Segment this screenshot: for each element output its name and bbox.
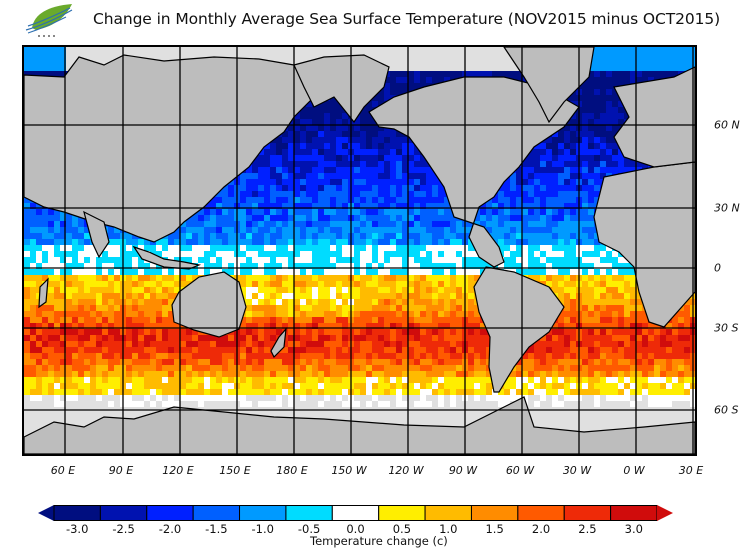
green-leaf-logo-icon: [22, 2, 74, 42]
colorbar-tick-label: -1.5: [205, 522, 228, 536]
colorbar-segment: [285, 505, 333, 521]
colorbar: [38, 505, 673, 521]
colorbar-segment: [146, 505, 194, 521]
colorbar-tick-label: 1.5: [485, 522, 504, 536]
landmass-madagascar: [38, 277, 49, 309]
lon-label: 90 E: [108, 464, 134, 477]
colorbar-segment: [192, 505, 241, 521]
lat-label: 60 S: [714, 403, 739, 417]
lat-label: 30 S: [714, 321, 739, 335]
colorbar-tick-label: -2.0: [158, 522, 182, 536]
lon-label: 150 E: [219, 464, 251, 477]
colorbar-tick-label: 3.0: [624, 522, 643, 536]
map-canvas: [24, 47, 695, 454]
colorbar-segment: [517, 505, 565, 521]
lon-label: 60 W: [505, 464, 535, 477]
colorbar-tick-label: -2.5: [112, 522, 135, 536]
landmass-australia: [171, 271, 247, 338]
colorbar-tick-label: -3.0: [65, 522, 89, 536]
lon-label: 60 E: [50, 464, 76, 477]
lon-label: 30 W: [562, 464, 592, 477]
colorbar-tick-label: 1.0: [439, 522, 458, 536]
lat-label: 30 N: [714, 201, 740, 215]
lon-label: 120 E: [162, 464, 194, 477]
lon-label: 150 W: [331, 464, 367, 477]
colorbar-tick-label: -0.5: [297, 522, 321, 536]
lat-label: 0: [714, 261, 721, 275]
map-title: Change in Monthly Average Sea Surface Te…: [93, 10, 721, 28]
colorbar-tick-label: 2.5: [578, 522, 597, 536]
colorbar-tick-label: -1.0: [251, 522, 274, 536]
landmass-south-america: [473, 266, 565, 393]
landmass-new-zealand: [270, 327, 287, 359]
landmass-indonesia: [132, 245, 202, 270]
colorbar-segment: [378, 505, 426, 521]
colorbar-left-arrow: [38, 505, 54, 521]
colorbar-title: Temperature change (c): [310, 534, 448, 548]
lon-label: 180 E: [276, 464, 308, 477]
colorbar-right-arrow: [657, 505, 673, 521]
lon-label: 120 W: [388, 464, 424, 477]
colorbar-segment: [331, 505, 380, 521]
lon-label: 90 W: [448, 464, 478, 477]
colorbar-tick-label: 0.0: [346, 522, 365, 536]
colorbar-tick-label: 2.0: [531, 522, 551, 536]
landmass-antarctica: [24, 396, 695, 454]
colorbar-segment: [424, 505, 472, 521]
landmass-greenland: [503, 47, 595, 124]
colorbar-tick-label: 0.5: [392, 522, 412, 536]
lon-label: 0 W: [623, 464, 645, 477]
lat-label: 60 N: [714, 118, 740, 132]
colorbar-segment: [610, 505, 658, 521]
colorbar-segment: [53, 505, 101, 521]
colorbar-segment: [239, 505, 287, 521]
sst-change-map: [22, 45, 697, 456]
colorbar-segment: [563, 505, 612, 521]
lon-label: 30 E: [678, 464, 704, 477]
landmass-india: [83, 210, 110, 259]
colorbar-segment: [470, 505, 519, 521]
colorbar-segment: [99, 505, 148, 521]
landmass-europe: [613, 66, 695, 168]
